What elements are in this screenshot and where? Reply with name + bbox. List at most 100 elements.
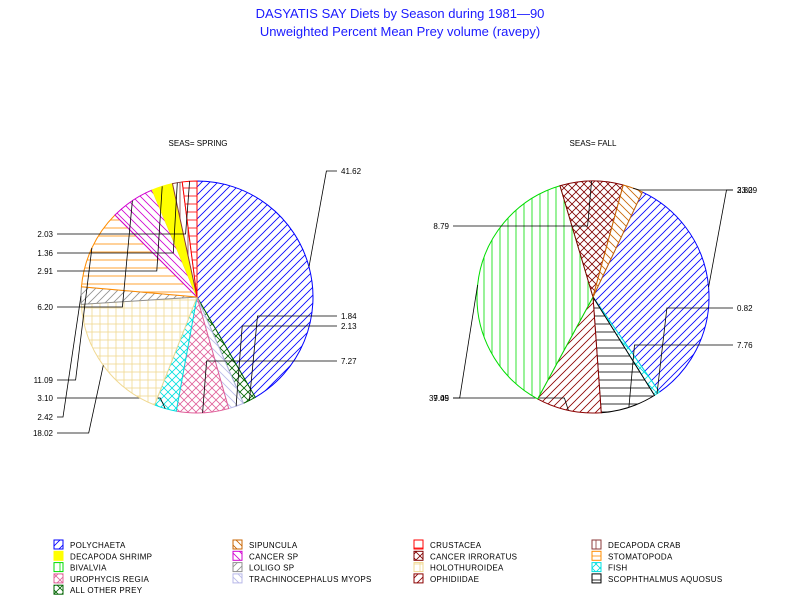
pie-seas-spring: SEAS= SPRING 41.62 1.842.13 7.27 3.10 18.02 2.… — [33, 139, 362, 438]
legend-swatch — [53, 562, 64, 573]
slice-value-label: 1.36 — [37, 249, 53, 258]
leader-line — [453, 180, 592, 227]
slice-value-label: 2.91 — [37, 267, 53, 276]
legend-item-crustacea: CRUSTACEA — [413, 539, 482, 550]
leader-line — [57, 181, 190, 235]
leader-line — [308, 170, 337, 267]
leader-line — [628, 344, 733, 408]
legend-label: CRUSTACEA — [430, 541, 482, 550]
legend-item-cancer-sp: CANCER SP — [232, 550, 298, 561]
slice-value-label: 2.03 — [37, 230, 53, 239]
legend-item-sipuncula: SIPUNCULA — [232, 539, 298, 550]
legend-swatch — [591, 562, 602, 573]
pie-slice-sipuncula — [592, 184, 644, 298]
slice-value-label: 11.09 — [34, 376, 54, 385]
legend-swatch — [232, 573, 243, 584]
slice-value-label: 2.42 — [37, 413, 53, 422]
pie-slice-holothuroidea — [80, 296, 198, 406]
slice-value-label: 18.02 — [33, 429, 54, 438]
leader-line — [708, 189, 733, 288]
pie-slice-polychaeta — [196, 180, 314, 398]
slice-value-label: 1.84 — [341, 312, 357, 321]
slice-value-label: 33.29 — [737, 186, 758, 195]
leader-line — [57, 200, 133, 308]
legend-swatch — [591, 573, 602, 584]
legend: POLYCHAETA SIPUNCULA CRUSTACEA DECAPODA CRA… — [53, 539, 722, 595]
legend-item-cancer-irroratus: CANCER IRRORATUS — [413, 550, 517, 561]
legend-item-fish: FISH — [591, 562, 627, 573]
leader-line — [57, 186, 163, 272]
legend-item-polychaeta: POLYCHAETA — [53, 539, 126, 550]
legend-item-all-other-prey: ALL OTHER PREY — [53, 584, 143, 595]
chart-subtitle: Unweighted Percent Mean Prey volume (rav… — [259, 24, 541, 39]
legend-swatch — [53, 550, 64, 561]
leader-line — [656, 307, 733, 394]
leader-line — [57, 397, 166, 409]
slice-value-label: 9.05 — [433, 394, 449, 403]
legend-swatch — [591, 539, 602, 550]
legend-label: DECAPODA SHRIMP — [70, 552, 152, 561]
leader-line — [235, 325, 337, 407]
legend-item-decapoda-crab: DECAPODA CRAB — [591, 539, 681, 550]
legend-item-ophidiidae: OPHIDIIDAE — [413, 573, 479, 584]
legend-swatch — [413, 550, 424, 561]
legend-swatch — [232, 550, 243, 561]
slice-value-label: 3.10 — [37, 394, 53, 403]
legend-item-trachinocephalus-myops: TRACHINOCEPHALUS MYOPS — [232, 573, 372, 584]
legend-item-bivalvia: BIVALVIA — [53, 562, 107, 573]
legend-label: CANCER SP — [249, 552, 298, 561]
legend-label: UROPHYCIS REGIA — [70, 575, 150, 584]
legend-swatch — [53, 584, 64, 595]
legend-item-holothuroidea: HOLOTHUROIDEA — [413, 562, 504, 573]
legend-swatch — [53, 539, 64, 550]
pie-title: SEAS= SPRING — [169, 139, 228, 148]
legend-label: HOLOTHUROIDEA — [430, 564, 504, 573]
leader-line — [249, 315, 337, 401]
legend-swatch — [232, 562, 243, 573]
leader-line — [632, 187, 733, 191]
slice-value-label: 8.79 — [433, 222, 449, 231]
legend-swatch — [232, 539, 243, 550]
legend-label: BIVALVIA — [70, 564, 107, 573]
slice-value-label: 41.62 — [341, 167, 362, 176]
pie-slice-polychaeta — [592, 191, 710, 393]
legend-label: SIPUNCULA — [249, 541, 298, 550]
legend-swatch — [591, 550, 602, 561]
legend-item-loligo-sp: LOLIGO SP — [232, 562, 294, 573]
leader-line — [57, 295, 82, 418]
slice-value-label: 0.82 — [737, 304, 753, 313]
legend-label: ALL OTHER PREY — [70, 586, 143, 595]
leader-line — [453, 284, 478, 399]
chart-title: DASYATIS SAY Diets by Season during 1981… — [255, 6, 545, 21]
legend-item-urophycis-regia: UROPHYCIS REGIA — [53, 573, 150, 584]
legend-label: CANCER IRRORATUS — [430, 552, 517, 561]
slice-value-label: 7.27 — [341, 357, 357, 366]
legend-label: STOMATOPODA — [608, 552, 673, 561]
legend-swatch — [413, 562, 424, 573]
legend-label: OPHIDIIDAE — [430, 575, 479, 584]
legend-item-scophthalmus-aquosus: SCOPHTHALMUS AQUOSUS — [591, 573, 722, 584]
legend-swatch — [413, 539, 424, 550]
legend-label: TRACHINOCEPHALUS MYOPS — [249, 575, 372, 584]
legend-label: FISH — [608, 564, 627, 573]
legend-label: POLYCHAETA — [70, 541, 126, 550]
slice-value-label: 37.49 — [429, 394, 450, 403]
slice-value-label: 2.80 — [737, 186, 753, 195]
leader-line — [202, 360, 337, 413]
legend-label: DECAPODA CRAB — [608, 541, 681, 550]
pie-title: SEAS= FALL — [570, 139, 617, 148]
legend-swatch — [413, 573, 424, 584]
legend-label: LOLIGO SP — [249, 564, 294, 573]
pie-slice-bivalvia — [476, 185, 594, 400]
leader-line — [453, 397, 569, 411]
legend-item-decapoda-shrimp: DECAPODA SHRIMP — [53, 550, 152, 561]
legend-label: SCOPHTHALMUS AQUOSUS — [608, 575, 722, 584]
legend-swatch — [53, 573, 64, 584]
slice-value-label: 6.20 — [37, 303, 53, 312]
leader-line — [57, 247, 93, 381]
slice-value-label: 7.76 — [737, 341, 753, 350]
legend-item-stomatopoda: STOMATOPODA — [591, 550, 673, 561]
leader-line — [57, 182, 178, 254]
